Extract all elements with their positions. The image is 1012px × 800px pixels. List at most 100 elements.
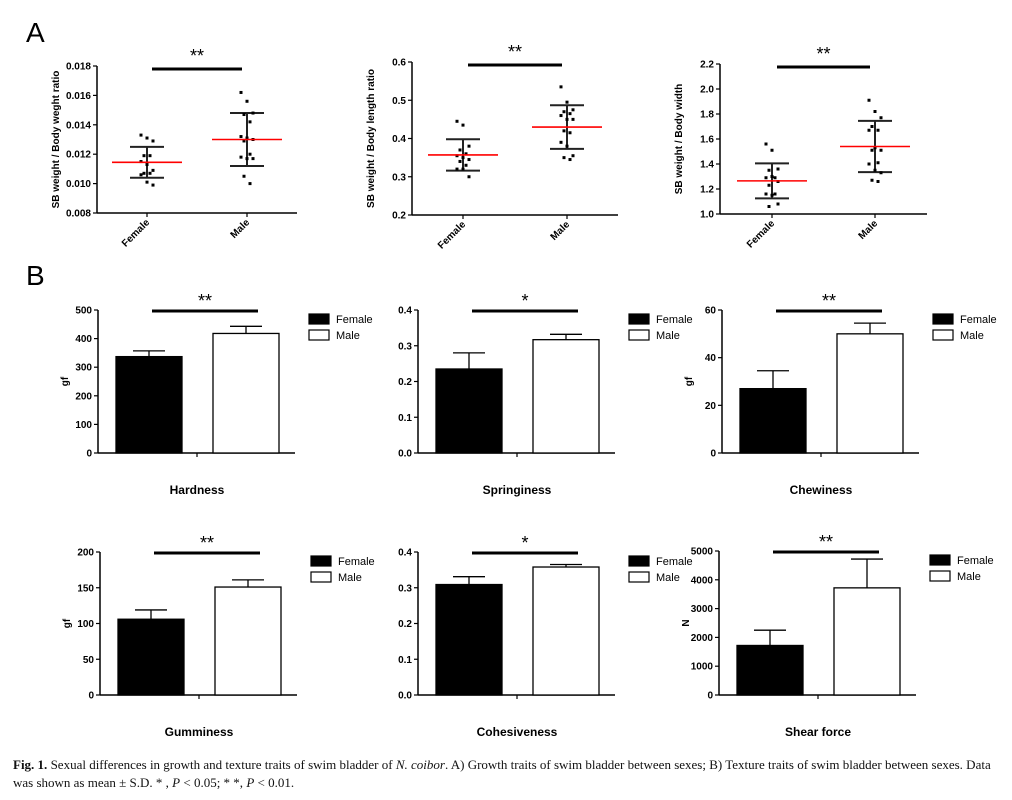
y-tick-label: 0.2: [392, 211, 406, 222]
significance-label: **: [200, 533, 214, 553]
y-tick-label: 1000: [691, 662, 714, 673]
caption-species: N. coibor: [395, 757, 445, 772]
data-point: [145, 136, 149, 140]
y-tick-label: 0.016: [66, 91, 91, 102]
y-tick-label: 0.6: [392, 58, 406, 69]
y-axis-label: gf: [62, 618, 73, 628]
significance-label: **: [822, 291, 836, 311]
data-point: [455, 119, 459, 123]
data-point: [464, 163, 468, 167]
y-tick-label: 60: [705, 306, 717, 317]
y-tick-label: 2.0: [700, 85, 714, 96]
data-point: [461, 123, 465, 127]
data-point: [464, 152, 468, 156]
data-point: [458, 159, 462, 163]
y-tick-label: 500: [75, 306, 92, 317]
y-tick-label: 3000: [691, 604, 714, 615]
chart-2: 1.0 1.2 1.4 1.6 1.8 2.0 2.2 SB weight / Body wi…: [674, 44, 927, 250]
y-tick-label: 100: [75, 420, 92, 431]
legend-label: Female: [656, 314, 693, 326]
y-tick-label: 0.014: [66, 120, 91, 131]
significance-label: **: [508, 42, 522, 62]
y-tick-label: 1.6: [700, 135, 714, 146]
significance-label: *: [521, 291, 528, 311]
y-tick-label: 0: [86, 449, 92, 460]
data-point: [142, 154, 146, 158]
y-tick-label: 2000: [691, 633, 714, 644]
data-point: [242, 139, 246, 143]
data-point: [248, 152, 252, 156]
y-tick-label: 0.3: [398, 341, 412, 352]
y-tick-label: 0.010: [66, 179, 91, 190]
y-tick-label: 0.4: [398, 306, 412, 317]
data-point: [776, 167, 780, 171]
data-point: [559, 114, 563, 118]
data-point: [245, 136, 249, 140]
data-point: [767, 183, 771, 187]
data-point: [467, 144, 471, 148]
data-point: [139, 133, 143, 137]
bar-female: [117, 618, 185, 696]
y-axis-label: N: [681, 619, 692, 626]
data-point: [876, 161, 880, 165]
data-point: [565, 144, 569, 148]
bar-male: [214, 586, 282, 696]
data-point: [568, 131, 572, 135]
bar-male: [836, 333, 904, 454]
data-point: [770, 193, 774, 197]
figure: A B 0.008 0.010 0.012 0.014 0.016 0.018 SB wei…: [26, 17, 997, 739]
data-point: [870, 148, 874, 152]
significance-label: **: [198, 291, 212, 311]
y-tick-label: 0.008: [66, 209, 91, 220]
x-axis-label: Hardness: [170, 483, 225, 497]
legend-label: Male: [656, 572, 680, 584]
data-point: [248, 120, 252, 124]
data-point: [239, 135, 243, 139]
legend-swatch: [628, 313, 650, 325]
data-point: [776, 202, 780, 206]
y-tick-label: 200: [77, 548, 94, 559]
data-point: [773, 192, 777, 196]
y-axis-label: SB weight / Body weght ratio: [51, 71, 62, 209]
chart-6: 0 50 100 150 200 gf Female Male ** Gumminess: [62, 533, 375, 739]
data-point: [562, 129, 566, 133]
significance-label: **: [816, 44, 830, 64]
bar-male: [833, 587, 901, 696]
legend-swatch: [310, 571, 332, 583]
y-tick-label: 40: [705, 353, 717, 364]
data-point: [867, 162, 871, 166]
chart-1: 0.2 0.3 0.4 0.5 0.6 SB weight / Body length r…: [366, 42, 618, 251]
data-point: [879, 148, 883, 152]
data-point: [873, 110, 877, 113]
data-point: [870, 178, 874, 182]
y-tick-label: 0: [707, 691, 713, 702]
data-point: [873, 168, 877, 172]
data-point: [139, 173, 143, 177]
data-point: [559, 140, 563, 144]
bar-female: [435, 368, 503, 454]
y-tick-label: 0.3: [392, 172, 406, 183]
caption-text: < 0.01.: [254, 775, 295, 790]
charts: 0.008 0.010 0.012 0.014 0.016 0.018 SB weight …: [51, 42, 997, 739]
data-point: [251, 157, 255, 161]
data-point: [455, 167, 459, 171]
data-point: [565, 117, 569, 121]
y-tick-label: 0.0: [398, 449, 412, 460]
data-point: [565, 100, 569, 104]
data-point: [242, 113, 246, 117]
y-tick-label: 20: [705, 401, 717, 412]
legend-swatch: [308, 329, 330, 341]
legend-label: Male: [957, 571, 981, 583]
caption-text: Sexual differences in growth and texture…: [47, 757, 396, 772]
x-tick-label: Female: [436, 219, 468, 251]
legend-label: Male: [338, 572, 362, 584]
data-point: [251, 111, 255, 115]
panel-label-a: A: [26, 17, 45, 48]
significance-label: **: [819, 532, 833, 552]
legend-label: Female: [336, 314, 373, 326]
bar-female: [739, 387, 807, 454]
data-point: [562, 156, 566, 160]
data-point: [145, 162, 149, 166]
data-point: [879, 116, 883, 120]
bar-male: [532, 566, 600, 696]
